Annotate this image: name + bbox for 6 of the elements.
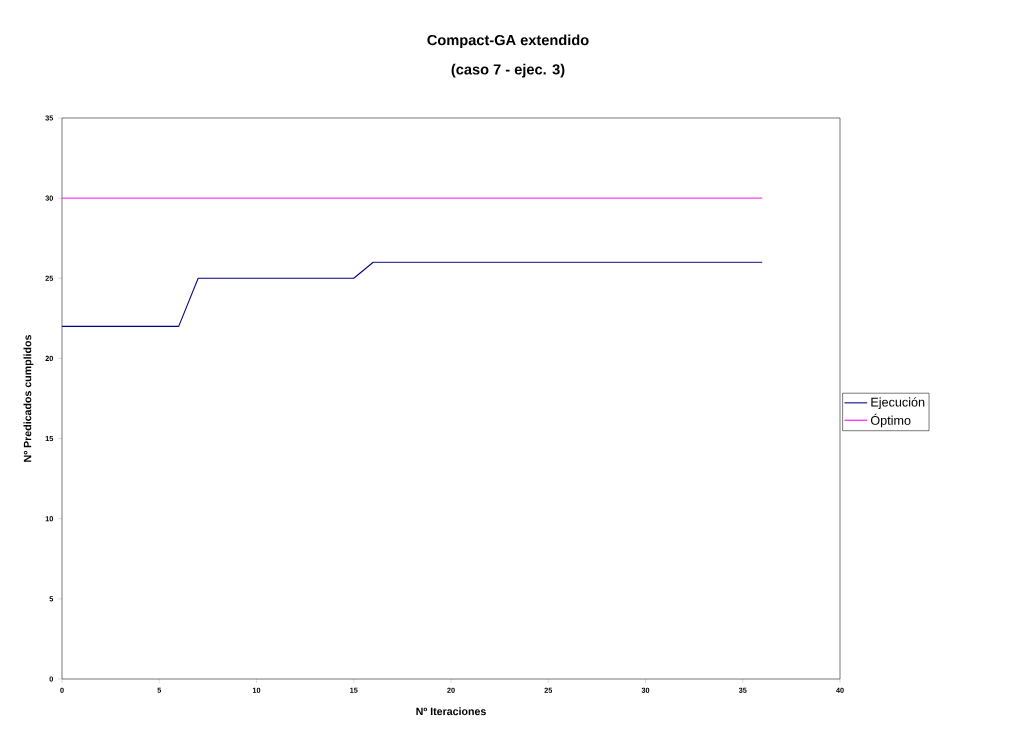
chart-subtitle: (caso 7 - ejec. 3) <box>451 63 565 78</box>
legend-label: Ejecución <box>871 397 925 410</box>
legend-label: Óptimo <box>870 413 911 428</box>
chart-title: Compact-GA extendido <box>427 34 589 49</box>
x-axis-title: Nº Iteraciones <box>416 707 486 716</box>
y-axis-title: Nº Predicados cumplidos <box>23 334 34 462</box>
